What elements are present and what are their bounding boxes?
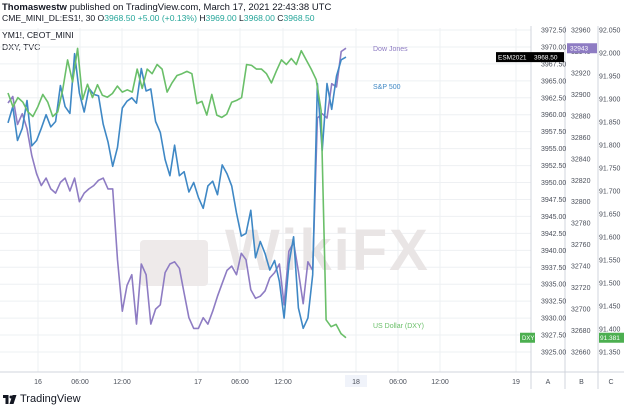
- scale-b-tick-label: 32860: [571, 135, 591, 142]
- scale-c-tick-label: 91.400: [599, 327, 621, 334]
- dxy-badge-value: 91.381: [600, 335, 620, 342]
- series-label-dxy: US Dollar (DXY): [373, 323, 424, 330]
- high-value: 3969.00: [205, 13, 237, 23]
- scale-c-tick-label: 91.600: [599, 235, 621, 242]
- scale-b-tick-label: 32800: [571, 199, 591, 206]
- publisher-name[interactable]: Thomaswestw: [2, 2, 67, 13]
- time-axis-label: 06:00: [71, 379, 89, 386]
- scale-b-tick-label: 32740: [571, 264, 591, 271]
- scale-b-tick-label: 32960: [571, 28, 591, 35]
- dxy-tag-badge: [520, 332, 535, 343]
- scale-b-tick-label: 32840: [571, 156, 591, 163]
- scale-a-tick-label: 3932.50: [541, 299, 566, 306]
- scale-b-tick-label: 32820: [571, 178, 591, 185]
- es-price-badge: [496, 52, 564, 63]
- scale-c-tick-label: 91.650: [599, 212, 621, 219]
- time-axis-label: 06:00: [389, 379, 407, 386]
- dxy-price-badge: [599, 332, 624, 343]
- scale-a-tick-label: 3940.00: [541, 248, 566, 255]
- scale-c-tick-label: 91.950: [599, 74, 621, 81]
- watermark-emblem-icon: [140, 240, 208, 286]
- series-label-sp: S&P 500: [373, 84, 401, 91]
- scale-a-tick-label: 3965.00: [541, 78, 566, 85]
- brand-label: TradingView: [20, 393, 81, 405]
- change-value: +5.00 (+0.13%): [137, 13, 197, 23]
- scale-a-tick-label: 3970.00: [541, 44, 566, 51]
- scale-a-tick-label: 3960.00: [541, 112, 566, 119]
- scale-a-tick-label: 3952.50: [541, 163, 566, 170]
- scale-b-tick-label: 32720: [571, 285, 591, 292]
- published-info: published on TradingView.com, March 17, …: [69, 2, 332, 13]
- time-axis-label: 16: [34, 379, 42, 386]
- scale-c-tick-label: 91.800: [599, 143, 621, 150]
- scale-a-tick-label: 3937.50: [541, 265, 566, 272]
- time-axis-label-current: 18: [352, 379, 360, 386]
- day-marker: [345, 375, 367, 387]
- scale-c-tick-label: 91.900: [599, 97, 621, 104]
- tradingview-brand[interactable]: TradingView: [3, 393, 81, 405]
- low-label: L: [239, 13, 244, 23]
- time-axis-label: 12:00: [431, 379, 449, 386]
- scale-a-tick-label: 3945.00: [541, 214, 566, 221]
- main-symbol[interactable]: CME_MINI_DL:ES1!, 30: [2, 13, 96, 23]
- scale-a-tick-label: 3957.50: [541, 129, 566, 136]
- es-badge-value: 3968.50: [534, 55, 558, 62]
- series-label-dow: Dow Jones: [373, 46, 408, 53]
- scale-a-tick-label: 3950.00: [541, 180, 566, 187]
- time-axis-label: 19: [512, 379, 520, 386]
- scale-c-footer[interactable]: C: [608, 379, 613, 386]
- watermark-logo: WikiFX: [225, 218, 430, 283]
- tradingview-logo-icon: [3, 394, 17, 404]
- scale-c-tick-label: 91.450: [599, 304, 621, 311]
- time-axis-label: 17: [194, 379, 202, 386]
- publisher-line: Thomaswestw published on TradingView.com…: [2, 2, 331, 13]
- scale-a-tick-label: 3925.00: [541, 350, 566, 357]
- scale-a-tick-label: 3972.50: [541, 28, 566, 35]
- series-line-dxy[interactable]: [7, 47, 347, 339]
- scale-a-tick-label: 3955.00: [541, 146, 566, 153]
- scale-a-tick-label: 3927.50: [541, 333, 566, 340]
- scale-a-tick-label: 3942.50: [541, 231, 566, 238]
- scale-c-tick-label: 91.550: [599, 258, 621, 265]
- scale-c-tick-label: 91.500: [599, 281, 621, 288]
- scale-a-footer[interactable]: A: [546, 379, 551, 386]
- scale-a-tick-label: 3947.50: [541, 197, 566, 204]
- dow-badge-value: 32943: [570, 46, 588, 53]
- time-axis-label: 06:00: [231, 379, 249, 386]
- scale-b-tick-label: 32880: [571, 113, 591, 120]
- scale-b-footer[interactable]: B: [579, 379, 584, 386]
- scale-b-tick-label: 32780: [571, 221, 591, 228]
- scale-a-tick-label: 3967.50: [541, 61, 566, 68]
- time-axis-label: 12:00: [274, 379, 292, 386]
- scale-a-tick-label: 3962.50: [541, 95, 566, 102]
- close-value: 3968.50: [283, 13, 315, 23]
- dow-price-badge: [567, 43, 597, 54]
- scale-c-tick-label: 91.700: [599, 189, 621, 196]
- scale-b-tick-label: 32760: [571, 242, 591, 249]
- scale-a-tick-label: 3935.00: [541, 282, 566, 289]
- open-label: O: [97, 13, 105, 23]
- scale-b-tick-label: 32660: [571, 350, 591, 357]
- scale-b-tick-label: 32680: [571, 328, 591, 335]
- high-label: H: [199, 13, 206, 23]
- scale-b-tick-label: 32700: [571, 307, 591, 314]
- low-value: 3968.00: [243, 13, 275, 23]
- scale-b-tick-label: 32920: [571, 70, 591, 77]
- es-badge-label: ESM2021: [498, 55, 527, 62]
- scale-b-tick-label: 32900: [571, 92, 591, 99]
- scale-a-tick-label: 3930.00: [541, 316, 566, 323]
- series-line-sp[interactable]: [7, 52, 347, 330]
- scale-c-tick-label: 91.350: [599, 350, 621, 357]
- scale-c-tick-label: 91.850: [599, 120, 621, 127]
- scale-c-tick-label: 92.050: [599, 28, 621, 35]
- scale-c-tick-label: 92.000: [599, 51, 621, 58]
- close-label: C: [277, 13, 284, 23]
- time-axis-label: 12:00: [113, 379, 131, 386]
- series-line-dow[interactable]: [7, 47, 347, 330]
- ohlc-legend: CME_MINI_DL:ES1!, 30 O3968.50 +5.00 (+0.…: [2, 13, 315, 23]
- dxy-badge-label: DXY: [522, 336, 534, 342]
- open-value: 3968.50: [104, 13, 136, 23]
- scale-c-tick-label: 91.750: [599, 166, 621, 173]
